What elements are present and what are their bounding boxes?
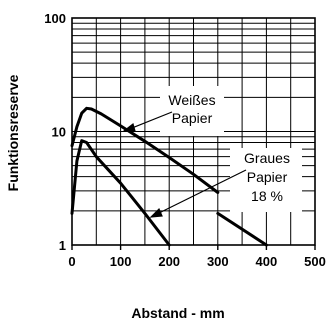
arrow-grey-paper-head bbox=[149, 207, 163, 218]
series-label-grey-line-2: Papier bbox=[247, 169, 288, 185]
annotation-arrows bbox=[122, 111, 247, 218]
x-axis-label: Abstand - mm bbox=[131, 305, 224, 321]
x-tick-label: 100 bbox=[110, 254, 132, 269]
x-tick-label: 300 bbox=[207, 254, 229, 269]
x-tick-label: 400 bbox=[256, 254, 278, 269]
series-label-white-line-2: Papier bbox=[172, 110, 213, 126]
axes: 0 100 200 300 400 500 1 10 100 bbox=[44, 11, 326, 269]
annotations: Weißes Papier Graues Papier 18 % bbox=[168, 92, 290, 204]
white-paper-label-box bbox=[160, 86, 224, 136]
series-line-grey-paper bbox=[70, 139, 171, 247]
x-tick-label: 0 bbox=[68, 254, 75, 269]
y-tick-label: 10 bbox=[52, 125, 66, 140]
series-line-white-paper bbox=[70, 106, 220, 194]
y-tick-label: 100 bbox=[44, 11, 66, 26]
series bbox=[70, 106, 268, 247]
y-axis-label: Funktionsreserve bbox=[5, 74, 21, 191]
x-tick-label: 500 bbox=[304, 254, 326, 269]
series-label-grey-line-1: Graues bbox=[244, 150, 290, 166]
arrow-white-paper-head bbox=[122, 122, 136, 132]
series-line-segment bbox=[216, 211, 268, 247]
arrow-white-paper bbox=[126, 111, 173, 131]
plot-frame bbox=[71, 17, 316, 246]
grey-paper-label-box bbox=[230, 148, 302, 212]
series-label-grey-line-3: 18 % bbox=[251, 188, 283, 204]
x-tick-label: 200 bbox=[158, 254, 180, 269]
arrow-grey-paper bbox=[154, 169, 247, 216]
y-tick-label: 1 bbox=[59, 238, 66, 253]
series-label-white-line-1: Weißes bbox=[168, 92, 215, 108]
